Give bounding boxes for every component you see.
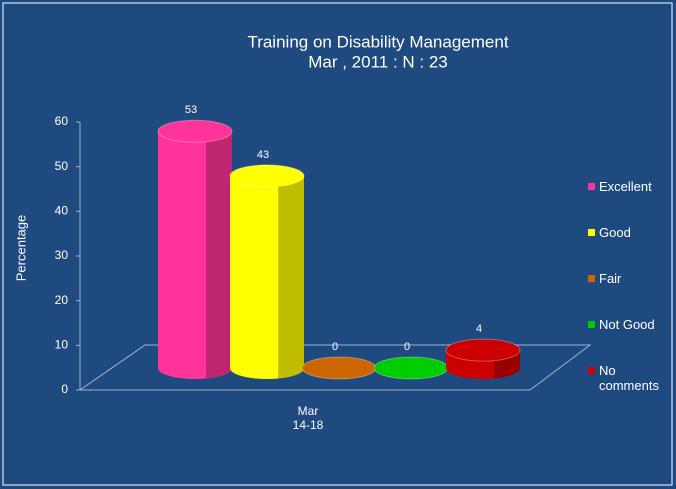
y-tick-label: 30 bbox=[55, 248, 69, 262]
cylinder-top bbox=[373, 356, 449, 380]
floor bbox=[78, 344, 592, 391]
bar bbox=[158, 131, 232, 379]
legend-swatch bbox=[588, 229, 595, 236]
value-label: 53 bbox=[185, 104, 197, 116]
cylinder-top bbox=[229, 164, 305, 188]
bar-shade bbox=[206, 131, 232, 379]
y-axis-label: Percentage bbox=[13, 215, 28, 282]
legend-label: Not Good bbox=[599, 317, 655, 332]
cylinder-top bbox=[157, 119, 233, 143]
cylinder-top bbox=[445, 338, 521, 362]
bar bbox=[230, 175, 304, 379]
chart-subtitle: Mar , 2011 : N : 23 bbox=[308, 52, 448, 71]
value-label: 0 bbox=[404, 341, 410, 353]
legend-label: Good bbox=[599, 225, 631, 240]
value-label: 4 bbox=[476, 323, 482, 335]
value-label: 0 bbox=[332, 341, 338, 353]
y-tick-label: 50 bbox=[55, 159, 69, 173]
y-tick-label: 10 bbox=[55, 338, 69, 352]
x-tick-label: Mar 14-18 bbox=[292, 404, 324, 432]
y-tick-label: 40 bbox=[55, 204, 69, 218]
y-tick-label: 0 bbox=[61, 382, 68, 396]
legend-swatch bbox=[588, 183, 595, 190]
legend-label: Fair bbox=[599, 271, 622, 286]
legend-label: Excellent bbox=[599, 179, 652, 194]
legend-swatch bbox=[588, 321, 595, 328]
bar-shade bbox=[278, 175, 304, 379]
legend-swatch bbox=[588, 367, 595, 374]
chart-title: Training on Disability Management bbox=[247, 32, 508, 51]
legend-label: No comments bbox=[599, 363, 659, 393]
y-tick-label: 60 bbox=[55, 114, 69, 128]
y-tick-label: 20 bbox=[55, 293, 69, 307]
legend-swatch bbox=[588, 275, 595, 282]
cylinder-top bbox=[301, 356, 377, 380]
value-label: 43 bbox=[257, 149, 269, 161]
